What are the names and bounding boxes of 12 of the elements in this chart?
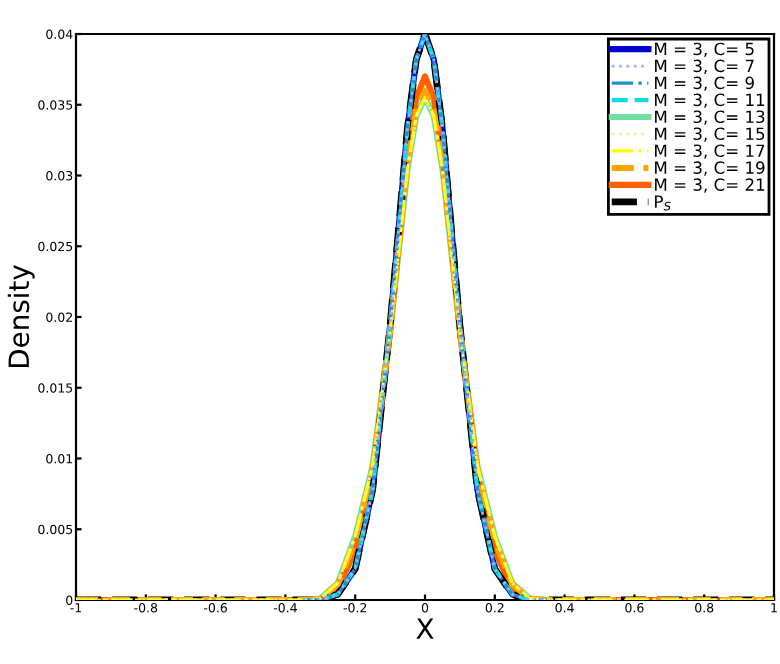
legend-label: P$_{S}$: [655, 195, 671, 211]
legend-label: M = 3, C= 9: [655, 76, 754, 91]
legend-label: M = 3, C= 17: [655, 144, 765, 159]
legend-label: M = 3, C= 7: [655, 59, 754, 74]
legend-label: M = 3, C= 13: [655, 110, 765, 125]
legend-label: M = 3, C= 19: [655, 161, 765, 176]
y-axis-title: Density: [7, 265, 35, 368]
legend-label: M = 3, C= 5: [655, 42, 754, 57]
legend-label: M = 3, C= 15: [655, 127, 765, 142]
legend-label: M = 3, C= 11: [655, 93, 765, 108]
x-axis-title: X: [416, 618, 434, 639]
legend-label: M = 3, C= 21: [655, 178, 765, 193]
